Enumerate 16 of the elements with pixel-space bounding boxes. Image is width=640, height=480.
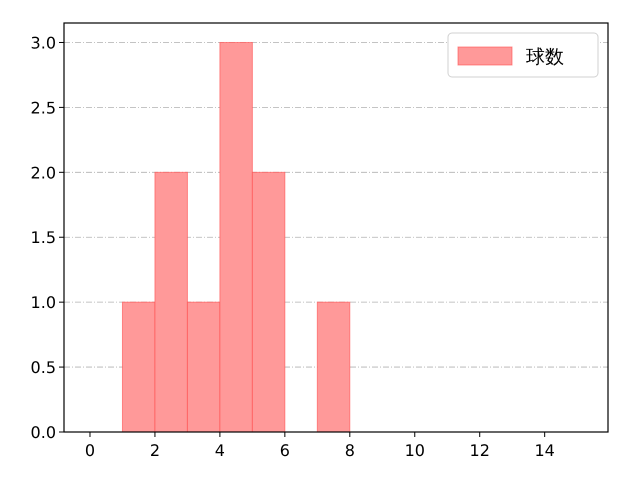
y-tick-label: 1.0 <box>30 293 56 312</box>
y-tick-label: 3.0 <box>30 33 56 52</box>
x-tick-label: 6 <box>280 441 290 460</box>
x-tick-label: 0 <box>84 441 96 460</box>
x-tick-label: 4 <box>214 441 225 460</box>
y-tick-label: 2.5 <box>30 98 56 118</box>
legend-label: 球数 <box>526 46 564 68</box>
y-tick-label: 2.0 <box>30 163 56 182</box>
y-tick-label: 1.5 <box>30 228 56 248</box>
x-tick-label: 10 <box>404 441 425 460</box>
y-tick-label: 0.5 <box>30 358 56 378</box>
x-tick-label: 2 <box>150 441 160 460</box>
y-tick-label: 0.0 <box>30 423 56 442</box>
x-tick-label: 8 <box>344 441 355 460</box>
x-tick-label: 12 <box>470 441 490 460</box>
x-tick-label: 14 <box>534 441 555 460</box>
